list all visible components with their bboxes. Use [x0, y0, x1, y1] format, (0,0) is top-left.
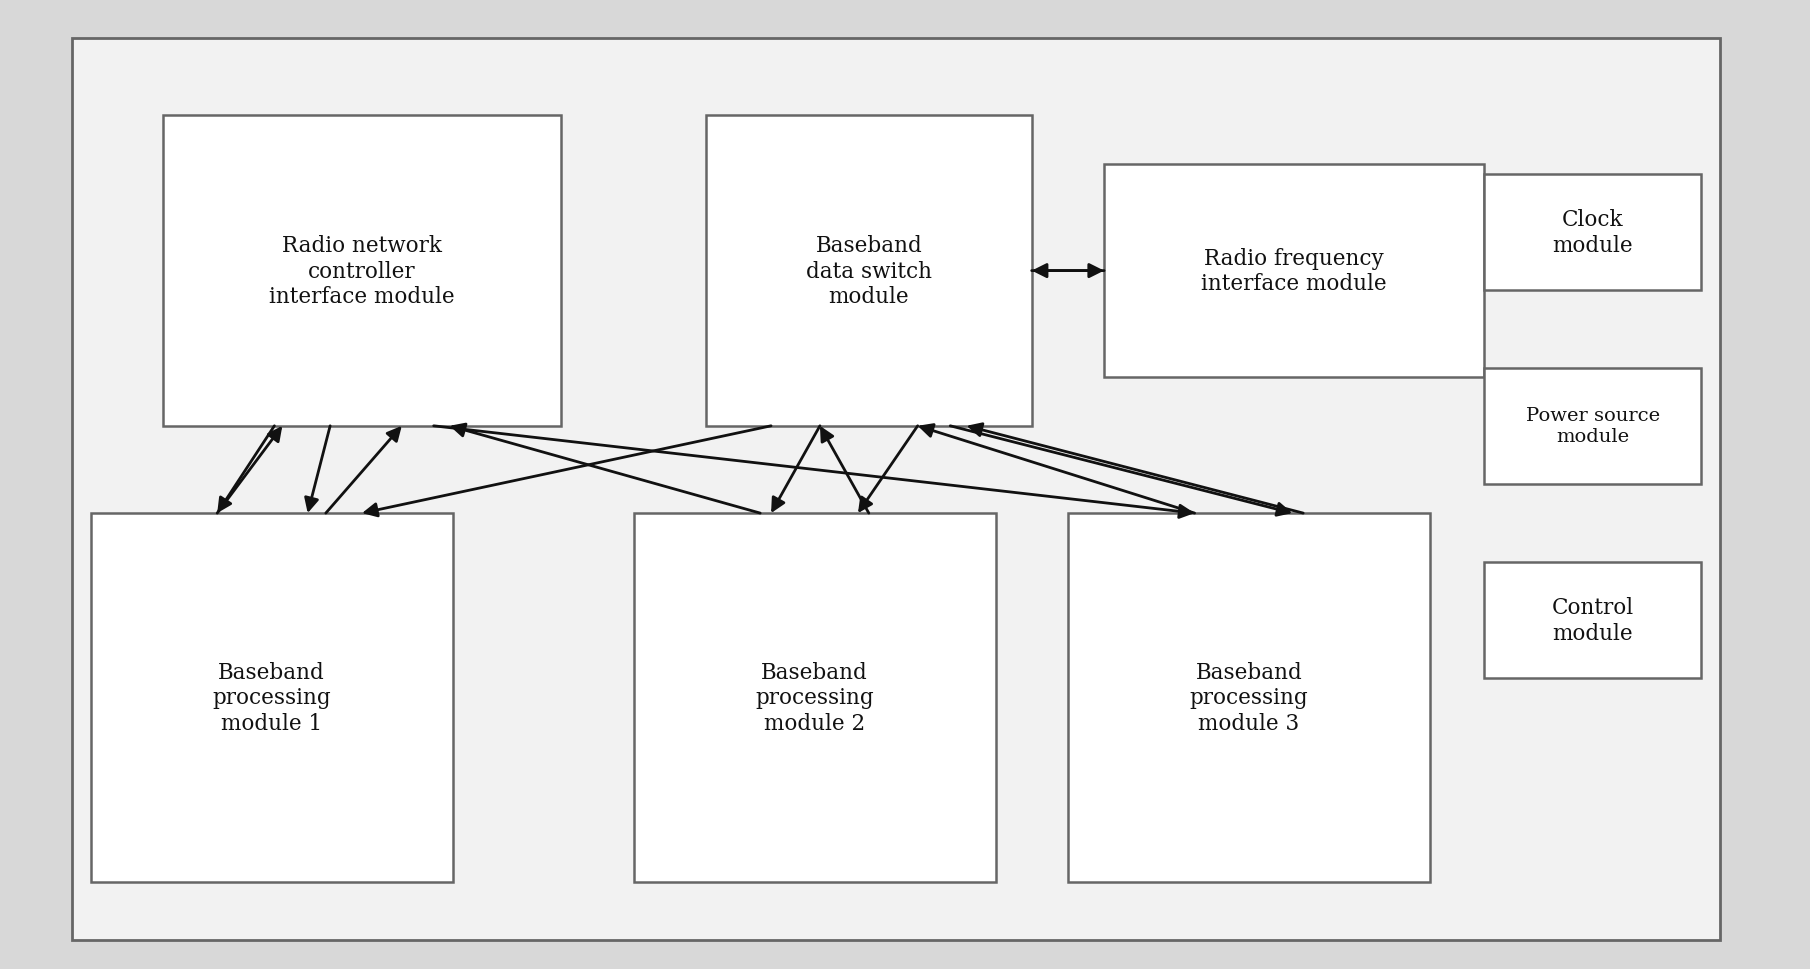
- Text: Control
module: Control module: [1551, 597, 1634, 643]
- Text: Baseband
data switch
module: Baseband data switch module: [805, 234, 932, 308]
- Text: Radio network
controller
interface module: Radio network controller interface modul…: [270, 234, 454, 308]
- Bar: [634, 514, 996, 882]
- Bar: [90, 514, 452, 882]
- Text: Radio frequency
interface module: Radio frequency interface module: [1202, 248, 1386, 295]
- Bar: [163, 116, 561, 426]
- Text: Baseband
processing
module 2: Baseband processing module 2: [755, 661, 874, 735]
- Text: Power source
module: Power source module: [1526, 407, 1660, 446]
- Text: Baseband
processing
module 1: Baseband processing module 1: [212, 661, 331, 735]
- Bar: [1484, 562, 1701, 678]
- Bar: [1484, 174, 1701, 291]
- Text: Clock
module: Clock module: [1553, 209, 1633, 256]
- Bar: [1104, 165, 1484, 378]
- Bar: [1068, 514, 1430, 882]
- Bar: [706, 116, 1032, 426]
- Bar: [1484, 368, 1701, 484]
- Text: Baseband
processing
module 3: Baseband processing module 3: [1189, 661, 1309, 735]
